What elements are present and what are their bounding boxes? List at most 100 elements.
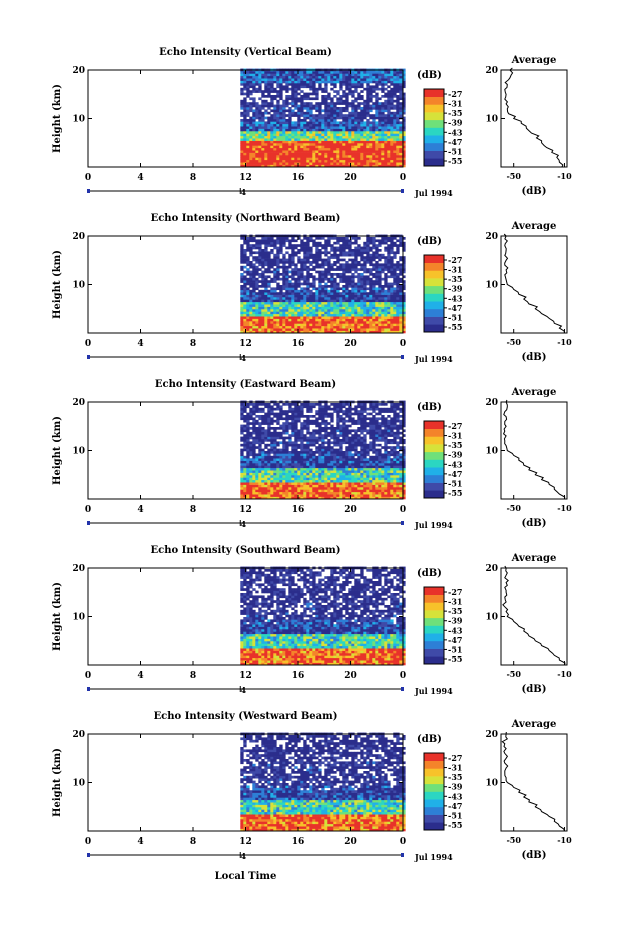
heatmap-cell xyxy=(312,292,315,295)
heatmap-cell xyxy=(336,307,339,310)
heatmap-cell xyxy=(306,141,309,144)
heatmap-cell xyxy=(270,432,273,435)
heatmap-cell xyxy=(372,299,375,302)
heatmap-cell xyxy=(336,283,339,286)
heatmap-cell xyxy=(354,263,357,266)
heatmap-cell xyxy=(255,266,258,269)
heatmap-cell xyxy=(393,126,396,129)
heatmap-cell xyxy=(348,73,351,76)
heatmap-cell xyxy=(396,328,399,331)
heatmap-cell xyxy=(324,109,327,112)
heatmap-cell xyxy=(387,141,390,144)
heatmap-cell xyxy=(261,302,264,305)
heatmap-cell xyxy=(396,131,399,134)
heatmap-cell xyxy=(258,489,261,492)
heatmap-cell xyxy=(396,251,399,254)
heatmap-cell xyxy=(297,290,300,293)
heatmap-cell xyxy=(246,242,249,245)
heatmap-cell xyxy=(312,256,315,259)
heatmap-cell xyxy=(303,126,306,129)
heatmap-cell xyxy=(366,124,369,127)
heatmap-cell xyxy=(303,242,306,245)
heatmap-cell xyxy=(288,126,291,129)
heatmap-cell xyxy=(354,285,357,288)
heatmap-cell xyxy=(345,162,348,165)
heatmap-cell xyxy=(255,145,258,148)
heatmap-cell xyxy=(321,244,324,247)
heatmap-cell xyxy=(306,145,309,148)
heatmap-cell xyxy=(363,141,366,144)
heatmap-cell xyxy=(282,129,285,132)
heatmap-cell xyxy=(264,323,267,326)
heatmap-cell xyxy=(330,273,333,276)
heatmap-cell xyxy=(309,83,312,86)
heatmap-cell xyxy=(369,254,372,257)
average-title: Average xyxy=(511,221,557,232)
heatmap-cell xyxy=(306,254,309,257)
heatmap-cell xyxy=(303,297,306,300)
heatmap-cell xyxy=(294,307,297,310)
heatmap-cell xyxy=(300,446,303,449)
heatmap-cell xyxy=(321,302,324,305)
heatmap-cell xyxy=(354,256,357,259)
heatmap-cell xyxy=(372,126,375,129)
heatmap-cell xyxy=(336,254,339,257)
heatmap-cell xyxy=(288,417,291,420)
heatmap-cell xyxy=(348,297,351,300)
heatmap-cell xyxy=(252,429,255,432)
heatmap-cell xyxy=(372,256,375,259)
heatmap-cell xyxy=(366,121,369,124)
heatmap-cell xyxy=(321,119,324,122)
heatmap-cell xyxy=(333,290,336,293)
heatmap-cell xyxy=(330,148,333,151)
heatmap-cell xyxy=(339,314,342,317)
heatmap-cell xyxy=(318,292,321,295)
heatmap-cell xyxy=(309,302,312,305)
heatmap-cell xyxy=(282,117,285,120)
heatmap-cell xyxy=(270,309,273,312)
heatmap-cell xyxy=(240,157,243,160)
heatmap-cell xyxy=(342,271,345,274)
heatmap-cell xyxy=(372,114,375,117)
heatmap-cell xyxy=(282,425,285,428)
heatmap-cell xyxy=(378,239,381,242)
heatmap-cell xyxy=(372,117,375,120)
heatmap-cell xyxy=(294,85,297,88)
heatmap-cell xyxy=(303,124,306,127)
heatmap-cell xyxy=(285,465,288,468)
heatmap-cell xyxy=(261,326,264,329)
heatmap-cell xyxy=(285,131,288,134)
heatmap-cell xyxy=(342,292,345,295)
heatmap-cell xyxy=(294,422,297,425)
heatmap-cell xyxy=(303,268,306,271)
heatmap-cell xyxy=(309,297,312,300)
heatmap-cell xyxy=(297,107,300,110)
heatmap-cell xyxy=(348,271,351,274)
heatmap-cell xyxy=(243,157,246,160)
heatmap-cell xyxy=(240,307,243,310)
heatmap-cell xyxy=(264,100,267,103)
heatmap-cell xyxy=(306,143,309,146)
heatmap-cell xyxy=(300,468,303,471)
heatmap-cell xyxy=(330,285,333,288)
heatmap-cell xyxy=(375,290,378,293)
heatmap-cell xyxy=(384,280,387,283)
heatmap-cell xyxy=(306,470,309,473)
heatmap-cell xyxy=(267,403,270,406)
heatmap-cell xyxy=(351,254,354,257)
heatmap-cell xyxy=(303,150,306,153)
heatmap-cell xyxy=(360,268,363,271)
heatmap-cell xyxy=(300,160,303,163)
heatmap-cell xyxy=(258,117,261,120)
heatmap-cell xyxy=(369,141,372,144)
heatmap-cell xyxy=(366,119,369,122)
heatmap-cell xyxy=(348,141,351,144)
heatmap-cell xyxy=(291,285,294,288)
heatmap-cell xyxy=(375,153,378,156)
heatmap-cell xyxy=(279,278,282,281)
heatmap-cell xyxy=(357,292,360,295)
heatmap-cell xyxy=(294,311,297,314)
heatmap-cell xyxy=(360,136,363,139)
heatmap-cell xyxy=(255,480,258,483)
heatmap-cell xyxy=(321,326,324,329)
